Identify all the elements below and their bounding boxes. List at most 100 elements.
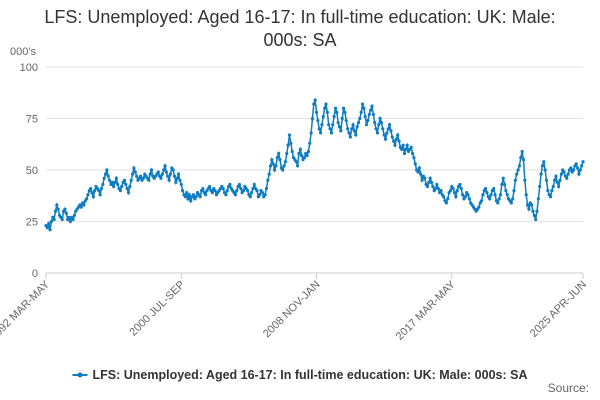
x-tick-label: 2025 APR-JUN	[528, 279, 589, 340]
data-point	[458, 182, 462, 187]
data-point	[324, 102, 328, 106]
data-point	[390, 135, 394, 139]
data-point	[412, 156, 416, 160]
data-point	[485, 191, 489, 195]
data-point	[132, 166, 136, 170]
data-point	[363, 114, 367, 119]
data-point	[55, 203, 59, 207]
data-point	[548, 195, 553, 199]
data-point	[97, 189, 101, 193]
data-point	[531, 209, 535, 213]
data-point	[168, 172, 173, 176]
data-point	[318, 131, 323, 135]
data-point	[181, 189, 185, 193]
data-point	[366, 118, 370, 123]
data-point	[400, 147, 404, 151]
data-point	[160, 172, 164, 176]
data-point	[327, 123, 331, 127]
data-point	[344, 118, 348, 123]
data-point	[358, 116, 362, 121]
data-point	[527, 207, 531, 211]
data-point	[550, 189, 554, 193]
data-point	[266, 178, 270, 182]
data-point	[281, 168, 285, 172]
data-point	[509, 201, 513, 205]
data-point	[186, 197, 190, 201]
data-point	[133, 170, 137, 174]
data-point	[148, 172, 152, 176]
data-point	[250, 191, 254, 195]
data-point	[429, 180, 434, 184]
x-tick-label: 2017 MAR-MAY	[394, 278, 459, 343]
data-point	[98, 193, 102, 197]
data-point	[129, 178, 133, 182]
y-tick-label: 0	[32, 268, 38, 280]
data-point	[367, 112, 371, 116]
data-point	[566, 172, 570, 176]
data-point	[172, 174, 177, 178]
data-point	[562, 170, 566, 174]
data-point	[56, 207, 60, 211]
data-point	[404, 147, 408, 151]
data-point	[463, 195, 467, 199]
data-point	[162, 168, 166, 172]
data-point	[159, 176, 163, 180]
y-tick-label: 75	[26, 114, 38, 126]
data-point	[298, 147, 302, 151]
data-point	[359, 110, 363, 114]
data-point	[239, 186, 243, 191]
data-point	[286, 143, 290, 147]
data-point	[297, 151, 301, 156]
data-point	[308, 141, 312, 145]
data-point	[557, 184, 561, 189]
data-point	[185, 191, 189, 195]
data-point	[540, 164, 545, 168]
data-point	[378, 116, 382, 121]
data-point	[294, 160, 298, 164]
data-point	[101, 182, 105, 187]
data-point	[375, 131, 379, 135]
data-point	[423, 176, 427, 180]
data-point	[362, 106, 366, 110]
data-point	[394, 137, 398, 141]
data-point	[208, 184, 212, 189]
data-point	[225, 189, 229, 193]
data-point	[321, 114, 325, 119]
data-point	[369, 108, 373, 112]
data-point	[565, 176, 569, 180]
data-point	[346, 127, 350, 131]
data-point	[479, 199, 484, 203]
data-point	[204, 193, 208, 197]
data-point	[82, 203, 86, 207]
data-point	[106, 174, 110, 178]
data-point	[248, 195, 252, 199]
data-point	[221, 186, 225, 191]
data-point	[544, 178, 549, 182]
data-point	[283, 160, 288, 164]
data-point	[47, 221, 51, 226]
data-point	[428, 176, 432, 180]
data-point	[245, 189, 250, 193]
data-point	[93, 189, 97, 193]
data-point	[306, 149, 311, 154]
data-point	[497, 197, 501, 201]
data-point	[381, 127, 385, 131]
data-point	[459, 186, 463, 191]
data-point	[228, 182, 232, 187]
data-point	[373, 121, 377, 125]
data-point	[451, 186, 455, 191]
data-point	[252, 182, 256, 187]
data-point	[53, 209, 58, 213]
data-point	[420, 178, 424, 182]
data-point	[454, 195, 458, 199]
data-point	[517, 164, 522, 168]
data-point	[86, 193, 90, 197]
data-point	[102, 176, 106, 180]
data-point	[139, 174, 143, 178]
data-point	[141, 176, 145, 180]
x-tick-label: 2000 JUL-SEP	[127, 279, 187, 339]
data-point	[125, 186, 129, 191]
data-point	[135, 174, 139, 178]
data-point	[166, 174, 170, 178]
data-point	[392, 139, 396, 143]
